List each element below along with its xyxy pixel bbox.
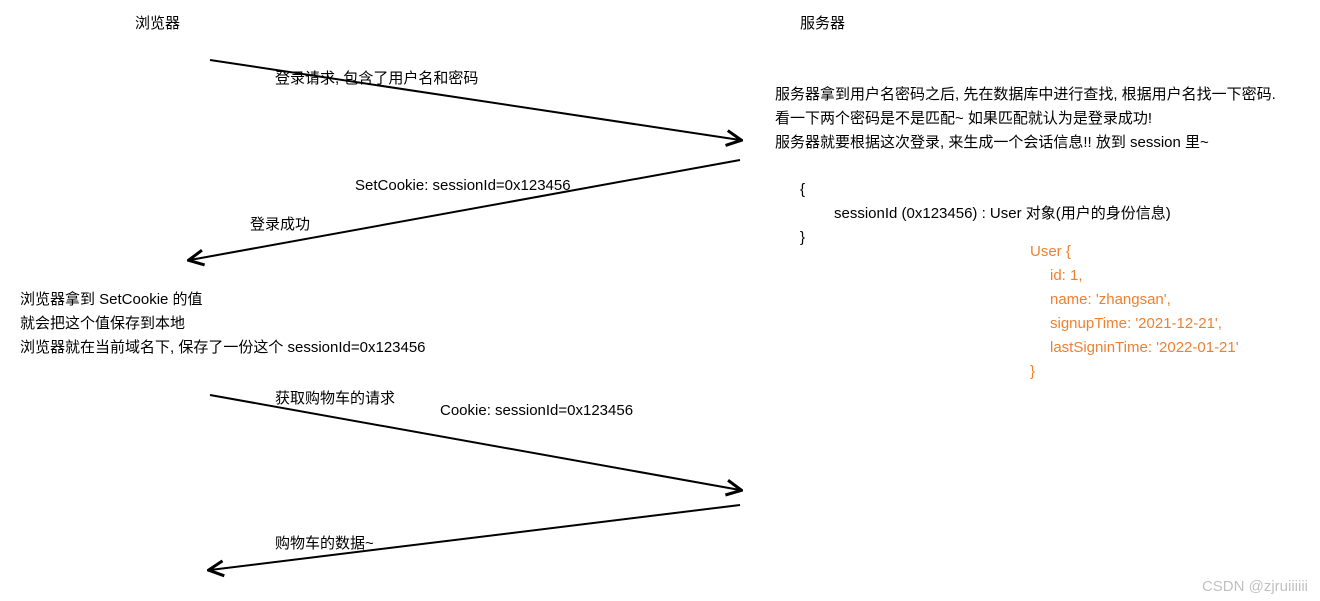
server-note-line1: 服务器拿到用户名密码之后, 先在数据库中进行查找, 根据用户名找一下密码.	[775, 83, 1276, 107]
user-l6: }	[1030, 360, 1239, 384]
user-l1: User {	[1030, 240, 1239, 264]
header-server: 服务器	[800, 12, 845, 33]
server-note-line3: 服务器就要根据这次登录, 来生成一个会话信息!! 放到 session 里~	[775, 131, 1276, 155]
label-login-request: 登录请求, 包含了用户名和密码	[275, 67, 478, 88]
label-cart-request: 获取购物车的请求	[275, 387, 395, 408]
label-cookie-header: Cookie: sessionId=0x123456	[440, 402, 633, 419]
label-set-cookie: SetCookie: sessionId=0x123456	[355, 177, 571, 194]
browser-note: 浏览器拿到 SetCookie 的值 就会把这个值保存到本地 浏览器就在当前域名…	[20, 288, 426, 360]
arrow-login-response	[190, 160, 740, 260]
user-block: User { id: 1, name: 'zhangsan', signupTi…	[1030, 240, 1239, 384]
server-note-line2: 看一下两个密码是不是匹配~ 如果匹配就认为是登录成功!	[775, 107, 1276, 131]
browser-note-line3: 浏览器就在当前域名下, 保存了一份这个 sessionId=0x123456	[20, 336, 426, 360]
session-open: {	[800, 178, 1171, 202]
server-note: 服务器拿到用户名密码之后, 先在数据库中进行查找, 根据用户名找一下密码. 看一…	[775, 83, 1276, 155]
header-browser: 浏览器	[135, 12, 180, 33]
user-l5: lastSigninTime: '2022-01-21'	[1030, 336, 1239, 360]
user-l2: id: 1,	[1030, 264, 1239, 288]
user-l4: signupTime: '2021-12-21',	[1030, 312, 1239, 336]
diagram-stage: 浏览器 服务器 登录请求, 包含了用户名和密码 SetCookie: sessi…	[0, 0, 1320, 601]
browser-note-line2: 就会把这个值保存到本地	[20, 312, 426, 336]
browser-note-line1: 浏览器拿到 SetCookie 的值	[20, 288, 426, 312]
session-entry: sessionId (0x123456) : User 对象(用户的身份信息)	[800, 202, 1171, 226]
label-login-success: 登录成功	[250, 213, 310, 234]
user-l3: name: 'zhangsan',	[1030, 288, 1239, 312]
watermark: CSDN @zjruiiiiii	[1202, 578, 1308, 595]
label-cart-data: 购物车的数据~	[275, 532, 374, 553]
